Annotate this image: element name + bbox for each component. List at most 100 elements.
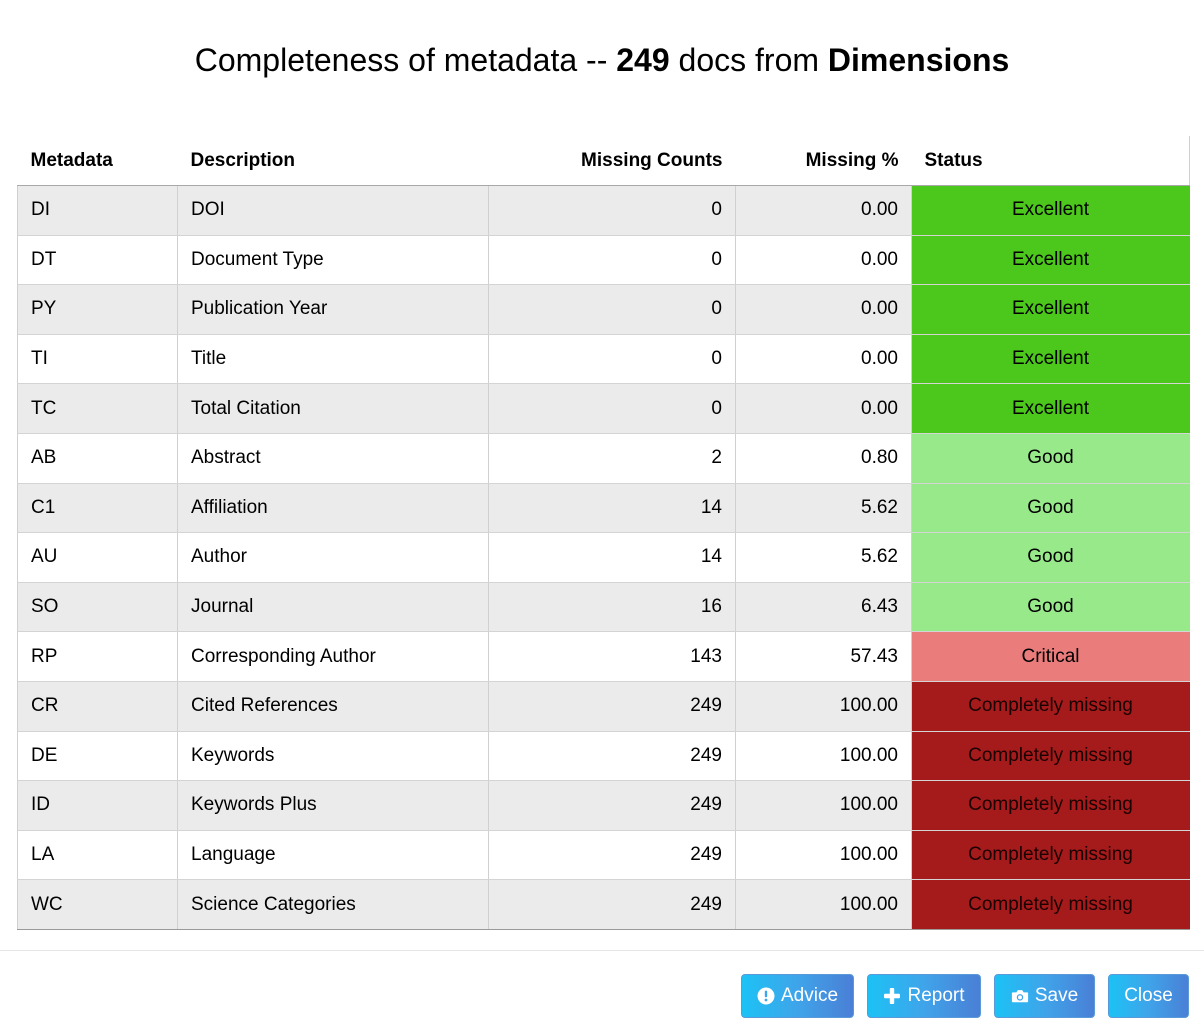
cell-missing-count: 2 [488, 433, 736, 484]
cell-description: Title [177, 334, 489, 385]
table-row: DE Keywords 249 100.00 Completely missing [17, 731, 1190, 782]
cell-description: Publication Year [177, 284, 489, 335]
cell-metadata: AB [17, 433, 178, 484]
cell-missing-count: 14 [488, 532, 736, 583]
header-missing-counts[interactable]: Missing Counts [488, 136, 736, 186]
cell-status: Good [911, 433, 1190, 484]
cell-missing-count: 14 [488, 483, 736, 534]
cell-status: Good [911, 483, 1190, 534]
cell-missing-count: 249 [488, 879, 736, 930]
doc-count: 249 [616, 42, 670, 78]
header-metadata[interactable]: Metadata [17, 136, 178, 186]
cell-missing-pct: 100.00 [735, 879, 912, 930]
cell-description: Affiliation [177, 483, 489, 534]
cell-missing-count: 249 [488, 780, 736, 831]
footer-divider [0, 950, 1204, 951]
cell-status: Excellent [911, 185, 1190, 236]
cell-missing-pct: 6.43 [735, 582, 912, 633]
cell-description: Document Type [177, 235, 489, 286]
cell-status: Excellent [911, 383, 1190, 434]
save-button-label: Save [1034, 985, 1079, 1006]
dialog-title: Completeness of metadata -- 249 docs fro… [0, 40, 1204, 80]
cell-status: Excellent [911, 235, 1190, 286]
table-header-row: Metadata Description Missing Counts Miss… [17, 136, 1190, 186]
table-row: AU Author 14 5.62 Good [17, 532, 1190, 583]
report-button[interactable]: Report [867, 974, 981, 1018]
cell-description: Author [177, 532, 489, 583]
cell-missing-pct: 100.00 [735, 780, 912, 831]
save-button[interactable]: Save [994, 974, 1095, 1018]
advice-button[interactable]: Advice [741, 974, 854, 1018]
cell-missing-pct: 5.62 [735, 483, 912, 534]
cell-missing-count: 249 [488, 681, 736, 732]
cell-status: Excellent [911, 334, 1190, 385]
cell-missing-count: 249 [488, 830, 736, 881]
cell-metadata: DE [17, 731, 178, 782]
table-row: WC Science Categories 249 100.00 Completely … [17, 879, 1190, 930]
cell-missing-count: 143 [488, 631, 736, 682]
table-row: AB Abstract 2 0.80 Good [17, 433, 1190, 484]
cell-missing-pct: 0.00 [735, 334, 912, 385]
cell-missing-pct: 100.00 [735, 731, 912, 782]
header-missing-pct[interactable]: Missing % [735, 136, 912, 186]
cell-metadata: AU [17, 532, 178, 583]
table-row: C1 Affiliation 14 5.62 Good [17, 483, 1190, 534]
table-row: TI Title 0 0.00 Excellent [17, 334, 1190, 385]
cell-missing-pct: 100.00 [735, 681, 912, 732]
cell-missing-pct: 0.00 [735, 284, 912, 335]
cell-description: Keywords Plus [177, 780, 489, 831]
cell-description: DOI [177, 185, 489, 236]
cell-metadata: TI [17, 334, 178, 385]
cell-metadata: SO [17, 582, 178, 633]
camera-icon [1011, 987, 1029, 1005]
cell-description: Journal [177, 582, 489, 633]
cell-description: Corresponding Author [177, 631, 489, 682]
data-source: Dimensions [827, 42, 1010, 78]
exclamation-circle-icon [757, 987, 775, 1005]
cell-missing-count: 249 [488, 731, 736, 782]
cell-status: Completely missing [911, 830, 1190, 881]
close-button[interactable]: Close [1108, 974, 1189, 1018]
dialog-footer: Advice Report Save Close [0, 974, 1204, 1018]
header-status[interactable]: Status [911, 136, 1190, 186]
table-row: LA Language 249 100.00 Completely missing [17, 830, 1190, 881]
cell-missing-count: 0 [488, 185, 736, 236]
table-row: TC Total Citation 0 0.00 Excellent [17, 383, 1190, 434]
table-row: RP Corresponding Author 143 57.43 Critical [17, 631, 1190, 682]
cell-description: Abstract [177, 433, 489, 484]
cell-missing-count: 0 [488, 383, 736, 434]
cell-metadata: WC [17, 879, 178, 930]
cell-missing-count: 16 [488, 582, 736, 633]
cell-status: Excellent [911, 284, 1190, 335]
cell-metadata: TC [17, 383, 178, 434]
cell-missing-pct: 57.43 [735, 631, 912, 682]
cell-missing-pct: 0.00 [735, 185, 912, 236]
cell-metadata: C1 [17, 483, 178, 534]
table-row: CR Cited References 249 100.00 Completely mi… [17, 681, 1190, 732]
cell-metadata: RP [17, 631, 178, 682]
cell-missing-count: 0 [488, 235, 736, 286]
report-button-label: Report [907, 985, 965, 1006]
cell-missing-pct: 0.00 [735, 235, 912, 286]
title-middle: docs from [669, 42, 828, 78]
header-description[interactable]: Description [177, 136, 489, 186]
cell-status: Good [911, 532, 1190, 583]
cell-description: Keywords [177, 731, 489, 782]
cell-missing-count: 0 [488, 284, 736, 335]
cell-status: Critical [911, 631, 1190, 682]
cell-missing-pct: 0.00 [735, 383, 912, 434]
table-row: ID Keywords Plus 249 100.00 Completely missi… [17, 780, 1190, 831]
close-button-label: Close [1124, 985, 1173, 1006]
cell-missing-pct: 0.80 [735, 433, 912, 484]
table-row: SO Journal 16 6.43 Good [17, 582, 1190, 633]
cell-status: Completely missing [911, 879, 1190, 930]
metadata-completeness-table: Metadata Description Missing Counts Miss… [17, 136, 1190, 930]
cell-description: Total Citation [177, 383, 489, 434]
cell-missing-pct: 5.62 [735, 532, 912, 583]
cell-metadata: DT [17, 235, 178, 286]
table-row: DT Document Type 0 0.00 Excellent [17, 235, 1190, 286]
title-prefix: Completeness of metadata -- [194, 42, 617, 78]
cell-metadata: LA [17, 830, 178, 881]
cell-metadata: DI [17, 185, 178, 236]
cell-metadata: PY [17, 284, 178, 335]
